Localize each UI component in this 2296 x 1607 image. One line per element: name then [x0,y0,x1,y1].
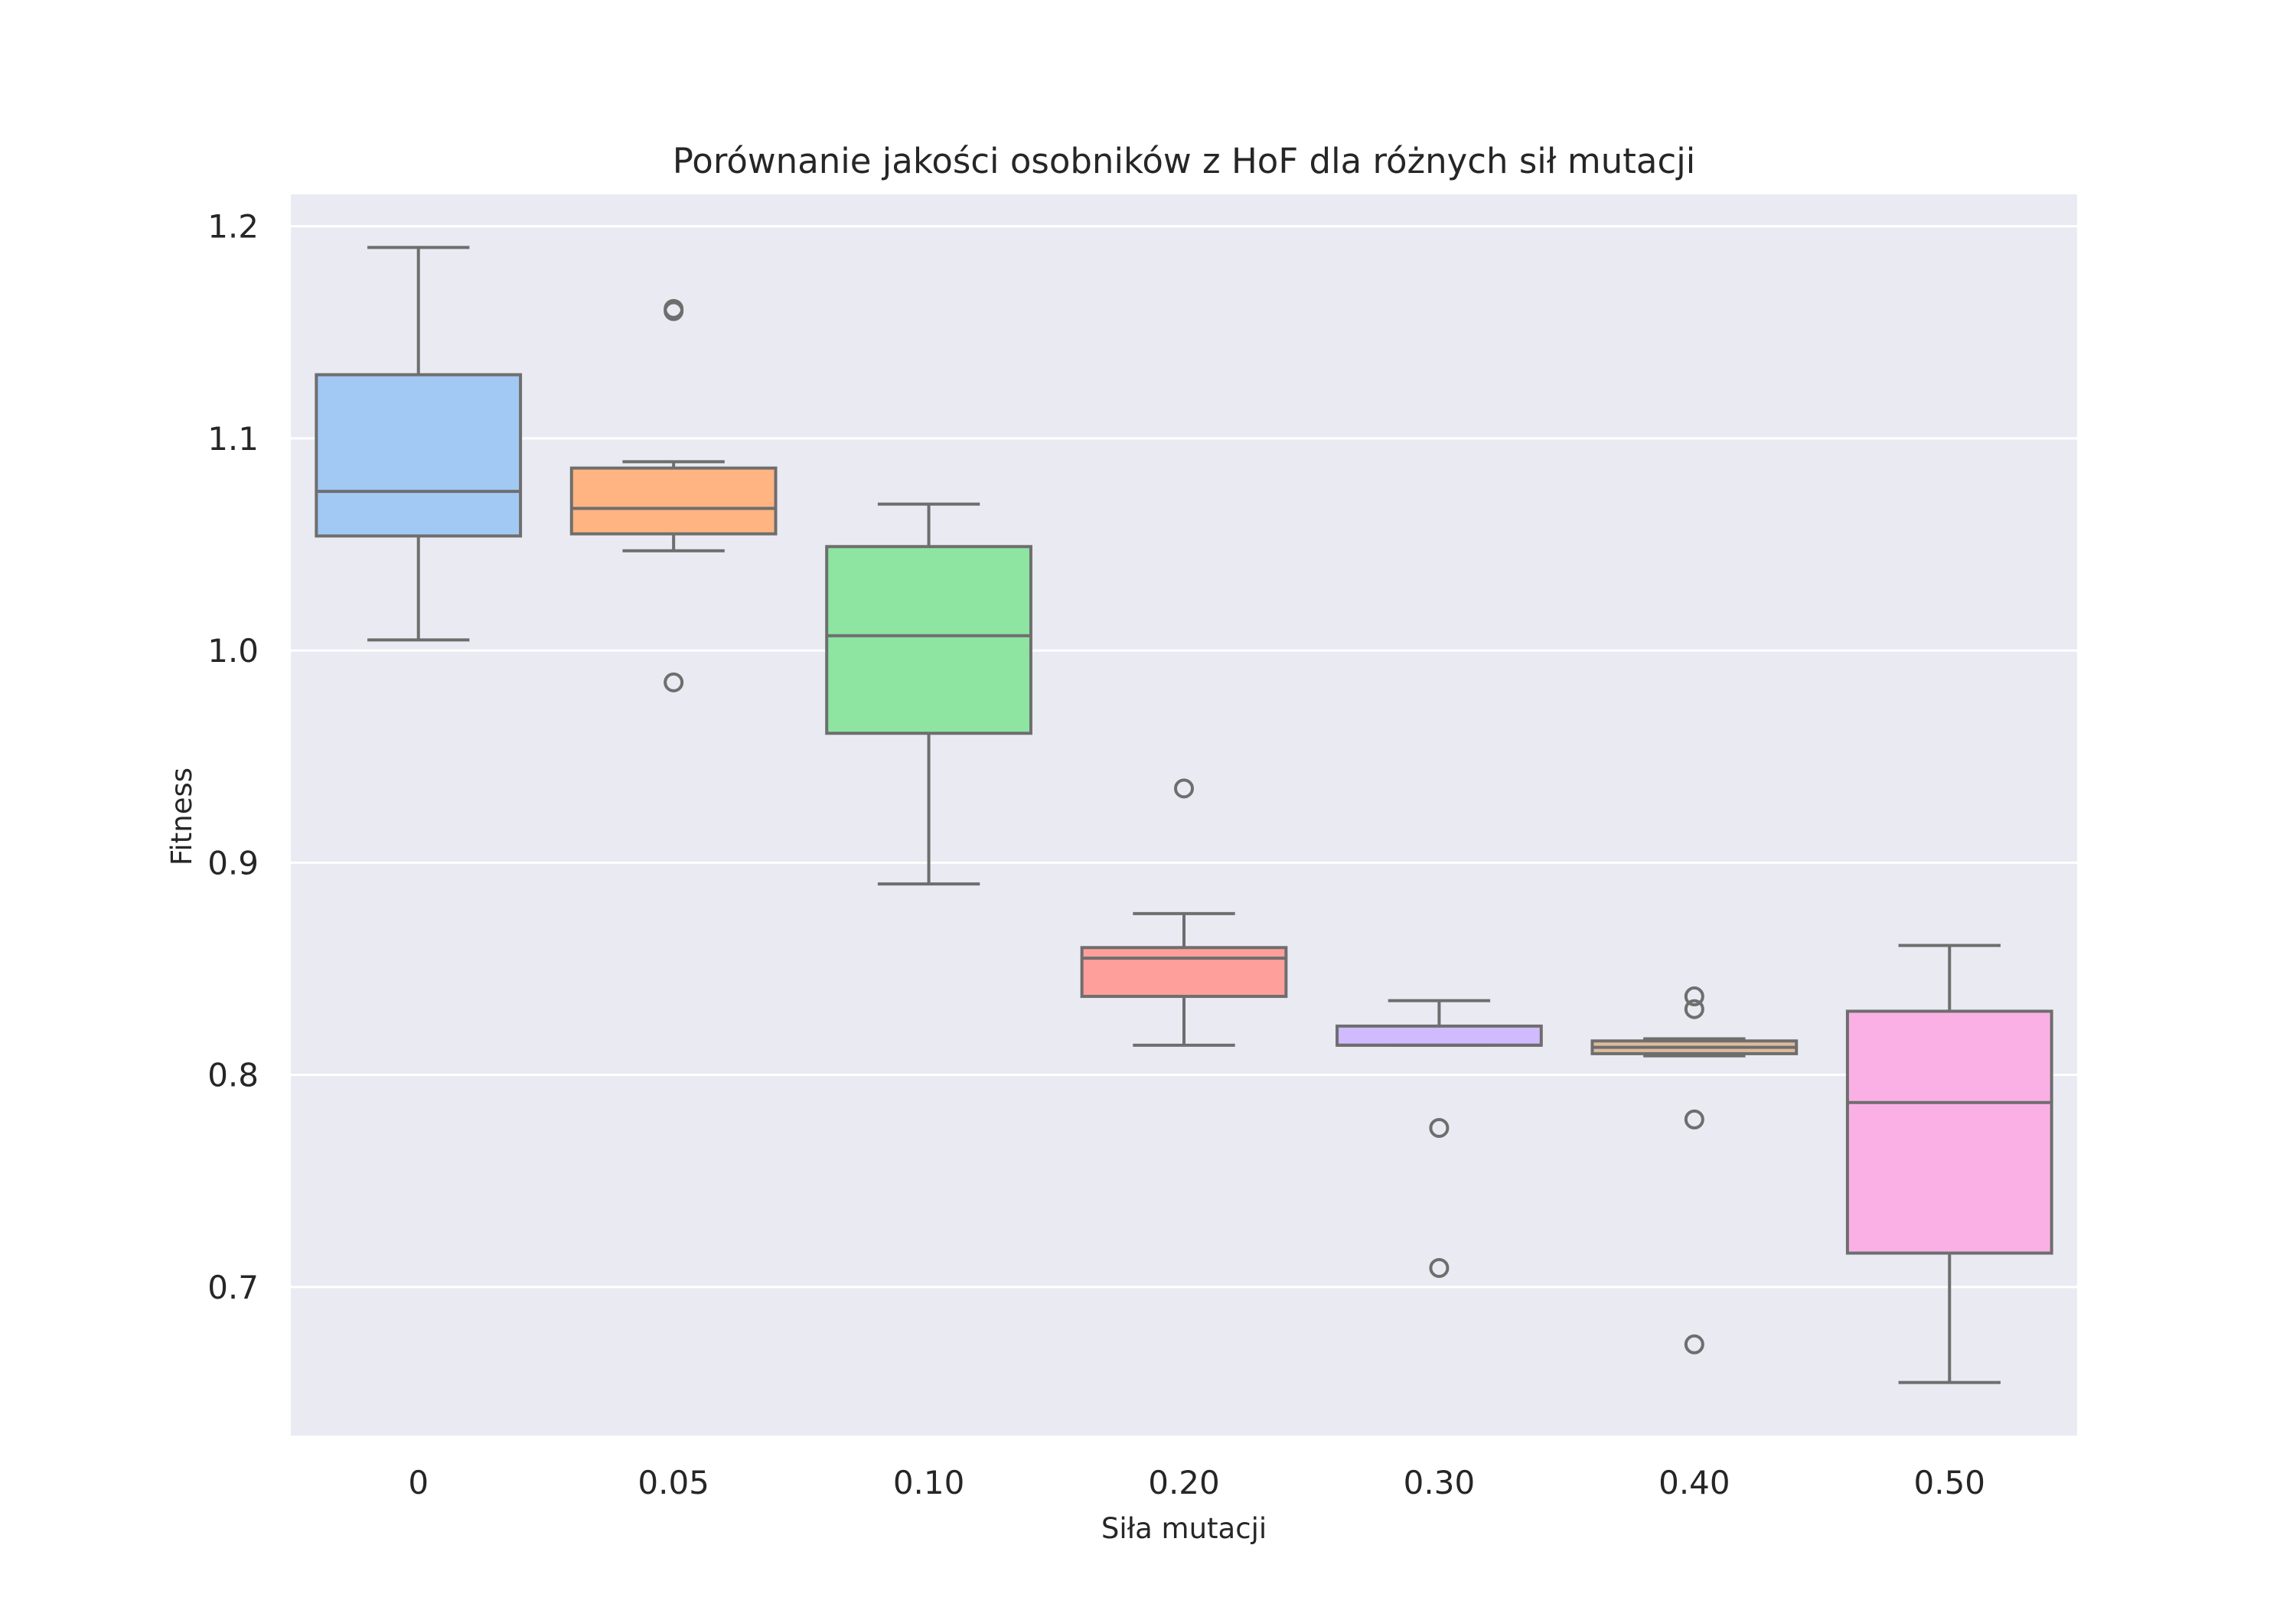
gridlines [291,225,2077,1289]
box [569,466,778,536]
boxplot-0.20 [1080,778,1288,1047]
outlier-point [1684,1334,1704,1354]
y-tick-label: 0.8 [207,1057,259,1094]
x-tick-label: 0.30 [1404,1464,1476,1501]
x-axis-ticks: 0 0.05 0.10 0.20 0.30 0.40 0.50 [408,1464,1985,1501]
outlier-point [1684,999,1704,1019]
boxplot-0 [315,246,523,642]
x-tick-label: 0.40 [1658,1464,1730,1501]
y-axis-ticks: 0.7 0.8 0.9 1.0 1.1 1.2 [207,208,259,1306]
boxplot-0.10 [825,502,1032,886]
boxplot-0.30 [1336,999,1543,1278]
boxplot-0.50 [1845,944,2053,1384]
outlier-point [664,301,684,321]
chart-title: Porównanie jakości osobników z HoF dla r… [673,141,1695,181]
plot-background [291,194,2077,1436]
x-tick-label: 0.05 [638,1464,709,1501]
x-tick-label: 0.50 [1914,1464,1986,1501]
y-tick-label: 1.1 [207,420,259,458]
box [1080,946,1288,999]
box [1336,1024,1543,1047]
outlier-point [1684,986,1704,1007]
outlier-point [1429,1117,1450,1138]
outlier-point [1684,1109,1704,1129]
x-tick-label: 0.20 [1148,1464,1220,1501]
x-axis-label: Siła mutacji [1101,1512,1267,1545]
outlier-point [1174,778,1194,799]
box [315,373,523,538]
box [825,545,1032,735]
box [1845,1009,2053,1255]
boxplot-0.05 [569,298,778,693]
boxplots [315,246,2053,1384]
x-tick-label: 0.10 [893,1464,965,1501]
boxplot-0.40 [1590,986,1799,1354]
y-tick-label: 1.0 [207,632,259,670]
outlier-point [1429,1257,1450,1278]
y-tick-label: 0.7 [207,1269,259,1306]
y-tick-label: 1.2 [207,208,259,246]
x-tick-label: 0 [408,1464,429,1501]
y-axis-label: Fitness [165,768,198,865]
y-tick-label: 0.9 [207,844,259,882]
outlier-point [664,672,684,693]
